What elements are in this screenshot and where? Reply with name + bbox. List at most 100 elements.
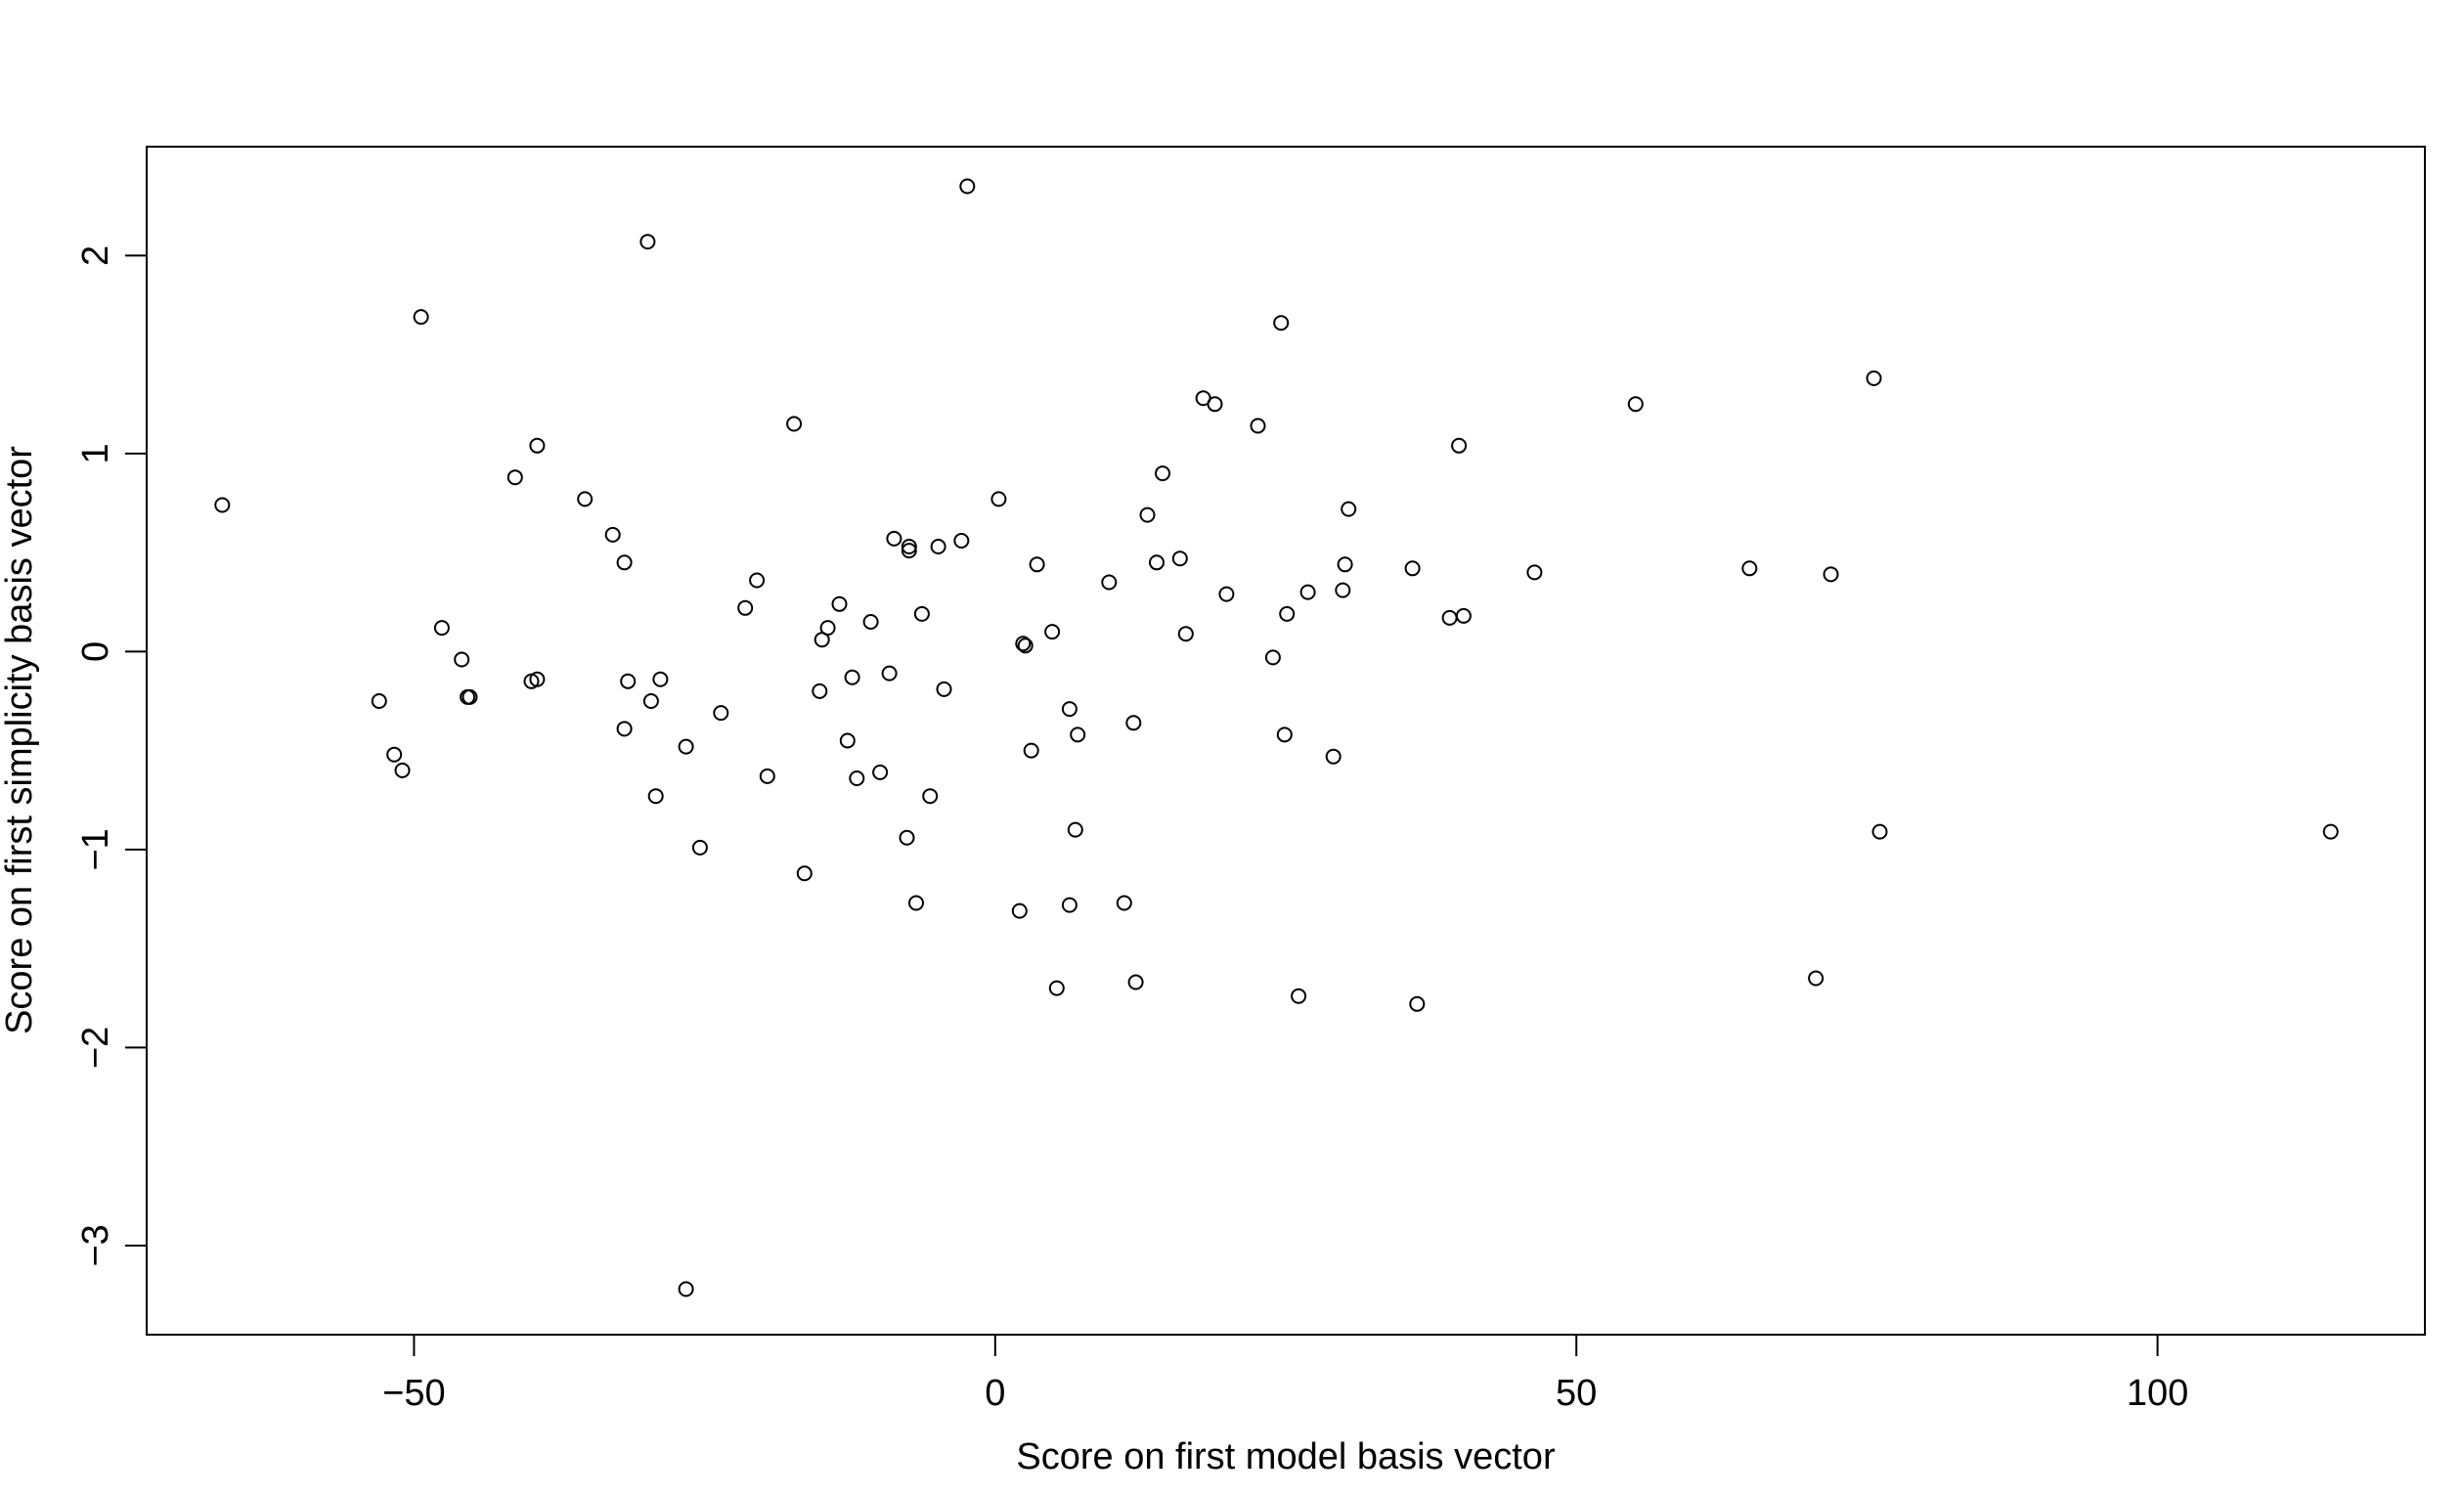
y-tick-label: 0 xyxy=(75,641,116,662)
data-point xyxy=(953,533,970,549)
x-tick-label: −50 xyxy=(382,1373,445,1414)
y-tick-label: 1 xyxy=(75,443,116,463)
data-point xyxy=(1273,315,1290,331)
data-point xyxy=(616,554,633,571)
data-point xyxy=(1029,556,1045,573)
data-point xyxy=(1061,701,1078,718)
data-point xyxy=(1823,566,1839,583)
data-point xyxy=(1627,396,1644,413)
data-point xyxy=(529,671,546,687)
data-point xyxy=(1264,649,1281,666)
data-point xyxy=(1409,995,1426,1012)
data-point xyxy=(862,614,879,630)
data-point xyxy=(913,605,930,622)
data-point xyxy=(1155,465,1170,482)
data-point xyxy=(1127,974,1144,990)
data-point xyxy=(1325,748,1342,765)
data-point xyxy=(1276,726,1293,743)
data-point xyxy=(1741,560,1758,577)
data-point xyxy=(691,839,708,856)
data-point xyxy=(1070,726,1086,743)
data-point xyxy=(844,669,860,685)
data-point xyxy=(394,762,411,778)
data-point xyxy=(872,764,889,780)
x-axis: −50 0 50 100 xyxy=(382,1334,2188,1414)
data-points xyxy=(214,178,2339,1298)
data-point xyxy=(749,572,766,589)
data-point xyxy=(1177,626,1194,642)
data-point xyxy=(678,738,694,755)
data-point xyxy=(936,681,952,697)
y-tick-label: −3 xyxy=(75,1224,116,1266)
data-point xyxy=(371,693,387,709)
data-point xyxy=(647,788,664,805)
data-point xyxy=(819,620,836,637)
data-point xyxy=(1455,607,1472,624)
x-tick-label: 100 xyxy=(2127,1373,2188,1414)
data-point xyxy=(1015,636,1032,652)
data-point xyxy=(1125,715,1142,731)
data-point xyxy=(990,491,1007,507)
data-point xyxy=(881,665,898,682)
data-point xyxy=(899,829,915,846)
data-point xyxy=(930,539,946,554)
data-point xyxy=(849,770,865,786)
data-point xyxy=(620,673,637,689)
data-point xyxy=(616,721,633,737)
data-point xyxy=(1337,556,1353,573)
data-point xyxy=(604,526,621,543)
data-point xyxy=(1866,370,1882,386)
data-point xyxy=(1250,418,1266,434)
data-point xyxy=(1291,988,1307,1004)
data-point xyxy=(812,682,828,699)
data-point xyxy=(2322,823,2339,840)
data-point xyxy=(1017,638,1034,654)
data-point xyxy=(462,688,478,705)
data-point xyxy=(1044,624,1061,640)
data-point xyxy=(639,234,656,250)
data-point xyxy=(652,671,669,687)
data-point xyxy=(413,309,429,326)
x-tick-label: 0 xyxy=(985,1373,1005,1414)
data-point xyxy=(1808,970,1825,987)
y-tick-label: −2 xyxy=(75,1027,116,1069)
data-point xyxy=(1299,584,1316,600)
data-point xyxy=(529,437,546,454)
data-point xyxy=(796,865,813,882)
data-point xyxy=(831,595,848,612)
data-point xyxy=(886,530,902,547)
data-point xyxy=(1404,560,1421,577)
y-axis-label: Score on first simplicity basis vector xyxy=(0,446,40,1034)
data-point xyxy=(433,620,450,637)
data-point xyxy=(678,1281,694,1298)
x-tick-label: 50 xyxy=(1556,1373,1597,1414)
data-point xyxy=(1139,506,1156,523)
data-point xyxy=(908,895,924,911)
data-point xyxy=(1451,437,1468,454)
data-point xyxy=(1048,980,1065,996)
y-tick-label: 2 xyxy=(75,245,116,266)
data-point xyxy=(959,178,976,195)
data-point xyxy=(577,491,594,507)
data-point xyxy=(1116,895,1132,911)
data-point xyxy=(1149,554,1165,571)
data-point xyxy=(1218,586,1235,602)
y-axis: −3 −2 −1 0 1 2 xyxy=(75,245,148,1267)
data-point xyxy=(1279,605,1296,622)
data-point xyxy=(1335,582,1351,598)
data-point xyxy=(786,416,803,432)
data-point xyxy=(1207,396,1223,413)
data-point xyxy=(1011,902,1028,919)
data-point xyxy=(642,693,659,709)
data-point xyxy=(1061,897,1078,913)
data-point xyxy=(737,599,754,616)
data-point xyxy=(454,651,470,668)
data-point xyxy=(1341,501,1357,517)
data-point xyxy=(1023,742,1039,759)
x-axis-label: Score on first model basis vector xyxy=(1016,1436,1556,1477)
data-point xyxy=(1067,821,1083,838)
data-point xyxy=(713,705,729,722)
data-point xyxy=(759,768,775,784)
